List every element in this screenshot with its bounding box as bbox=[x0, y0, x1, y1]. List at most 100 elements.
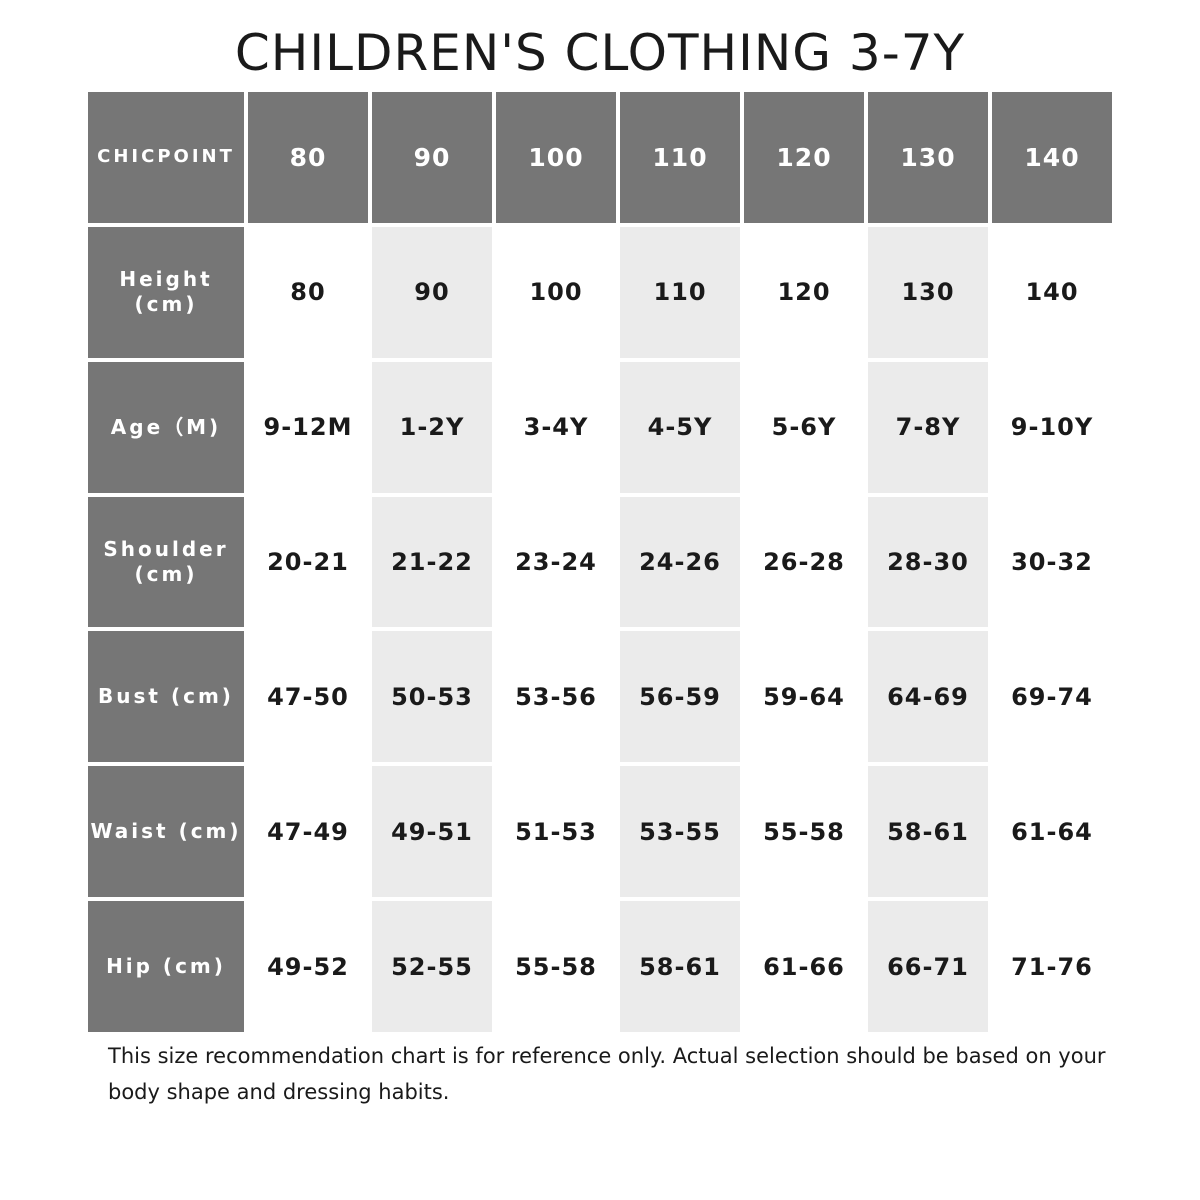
table-cell: 5-6Y bbox=[744, 361, 864, 493]
table-cell: 53-55 bbox=[620, 766, 740, 898]
row-header-0-text: Height (cm) bbox=[119, 267, 213, 317]
table-cell-text: 59-64 bbox=[763, 682, 845, 711]
table-cell-text: 100 bbox=[529, 278, 583, 307]
column-header-110-text: 110 bbox=[652, 142, 708, 172]
table-cell: 58-61 bbox=[620, 901, 740, 1032]
table-cell: 4-5Y bbox=[620, 361, 740, 493]
table-cell: 56-59 bbox=[620, 631, 740, 763]
table-cell: 21-22 bbox=[372, 496, 492, 628]
table-cell-text: 110 bbox=[653, 278, 707, 307]
table-cell-text: 47-50 bbox=[267, 682, 349, 711]
table-cell-text: 61-66 bbox=[763, 952, 845, 981]
row-header-5-text: Hip (cm) bbox=[106, 954, 226, 979]
table-cell-text: 58-61 bbox=[887, 817, 969, 846]
column-header-130-text: 130 bbox=[900, 142, 956, 172]
table-cell-text: 49-52 bbox=[267, 952, 349, 981]
table-cell: 58-61 bbox=[868, 766, 988, 898]
table-cell: 1-2Y bbox=[372, 361, 492, 493]
table-cell: 9-12M bbox=[248, 361, 368, 493]
table-cell: 61-66 bbox=[744, 901, 864, 1032]
table-cell: 120 bbox=[744, 226, 864, 358]
table-cell: 55-58 bbox=[744, 766, 864, 898]
table-cell: 55-58 bbox=[496, 901, 616, 1032]
column-header-140: 140 bbox=[992, 92, 1112, 223]
table-cell-text: 50-53 bbox=[391, 682, 473, 711]
disclaimer-text: This size recommendation chart is for re… bbox=[108, 1044, 1106, 1104]
table-cell-text: 5-6Y bbox=[771, 413, 837, 442]
table-cell: 24-26 bbox=[620, 496, 740, 628]
table-cell-text: 47-49 bbox=[267, 817, 349, 846]
table-cell-text: 130 bbox=[901, 278, 955, 307]
table-cell: 71-76 bbox=[992, 901, 1112, 1032]
table-cell-text: 53-56 bbox=[515, 682, 597, 711]
table-cell: 61-64 bbox=[992, 766, 1112, 898]
table-cell: 64-69 bbox=[868, 631, 988, 763]
column-header-130: 130 bbox=[868, 92, 988, 223]
table-cell: 52-55 bbox=[372, 901, 492, 1032]
table-cell: 130 bbox=[868, 226, 988, 358]
table-cell-text: 9-10Y bbox=[1010, 413, 1094, 442]
chart-title: CHILDREN'S CLOTHING 3-7Y bbox=[234, 24, 966, 82]
table-cell-text: 21-22 bbox=[391, 547, 473, 576]
table-cell-text: 120 bbox=[777, 278, 831, 307]
table-cell: 51-53 bbox=[496, 766, 616, 898]
table-cell: 3-4Y bbox=[496, 361, 616, 493]
column-header-120: 120 bbox=[744, 92, 864, 223]
table-cell-text: 53-55 bbox=[639, 817, 721, 846]
row-header-5: Hip (cm) bbox=[88, 901, 244, 1032]
row-header-3-text: Bust (cm) bbox=[98, 684, 234, 709]
table-cell-text: 24-26 bbox=[639, 547, 721, 576]
size-table: CHICPOINT 80 90 100 110 120 130 140 Height (cm) 8… bbox=[88, 92, 1112, 1032]
table-cell-text: 55-58 bbox=[515, 952, 597, 981]
row-header-2: Shoulder (cm) bbox=[88, 496, 244, 628]
table-cell-text: 55-58 bbox=[763, 817, 845, 846]
table-cell: 49-51 bbox=[372, 766, 492, 898]
table-cell: 9-10Y bbox=[992, 361, 1112, 493]
table-cell-text: 4-5Y bbox=[647, 413, 713, 442]
column-header-110: 110 bbox=[620, 92, 740, 223]
column-header-120-text: 120 bbox=[776, 142, 832, 172]
table-cell-text: 52-55 bbox=[391, 952, 473, 981]
table-cell: 90 bbox=[372, 226, 492, 358]
table-cell-text: 23-24 bbox=[515, 547, 597, 576]
column-header-90: 90 bbox=[372, 92, 492, 223]
row-header-1-text: Age（M) bbox=[110, 414, 222, 439]
table-cell-text: 58-61 bbox=[639, 952, 721, 981]
table-cell-text: 7-8Y bbox=[895, 413, 961, 442]
column-header-80-text: 80 bbox=[289, 142, 327, 172]
table-cell-text: 20-21 bbox=[267, 547, 349, 576]
table-cell: 30-32 bbox=[992, 496, 1112, 628]
corner-header: CHICPOINT bbox=[88, 92, 244, 223]
table-cell: 47-49 bbox=[248, 766, 368, 898]
column-header-140-text: 140 bbox=[1024, 142, 1080, 172]
column-header-100-text: 100 bbox=[528, 142, 584, 172]
table-cell: 20-21 bbox=[248, 496, 368, 628]
table-cell-text: 56-59 bbox=[639, 682, 721, 711]
column-header-90-text: 90 bbox=[413, 142, 451, 172]
table-cell: 47-50 bbox=[248, 631, 368, 763]
row-header-4: Waist (cm) bbox=[88, 766, 244, 898]
corner-header-text: CHICPOINT bbox=[97, 146, 235, 168]
table-cell: 59-64 bbox=[744, 631, 864, 763]
row-header-1: Age（M) bbox=[88, 361, 244, 493]
table-cell: 28-30 bbox=[868, 496, 988, 628]
table-cell: 69-74 bbox=[992, 631, 1112, 763]
table-cell: 23-24 bbox=[496, 496, 616, 628]
table-cell: 26-28 bbox=[744, 496, 864, 628]
column-header-100: 100 bbox=[496, 92, 616, 223]
row-header-2-text: Shoulder (cm) bbox=[103, 536, 229, 586]
table-cell-text: 140 bbox=[1025, 278, 1079, 307]
table-cell: 80 bbox=[248, 226, 368, 358]
table-cell-text: 71-76 bbox=[1011, 952, 1093, 981]
table-cell-text: 30-32 bbox=[1011, 547, 1093, 576]
table-cell-text: 90 bbox=[414, 278, 450, 307]
table-cell-text: 66-71 bbox=[887, 952, 969, 981]
table-cell-text: 28-30 bbox=[887, 547, 969, 576]
table-cell: 110 bbox=[620, 226, 740, 358]
table-cell: 7-8Y bbox=[868, 361, 988, 493]
table-cell-text: 69-74 bbox=[1011, 682, 1093, 711]
table-cell: 140 bbox=[992, 226, 1112, 358]
table-cell-text: 80 bbox=[290, 278, 326, 307]
table-cell-text: 64-69 bbox=[887, 682, 969, 711]
table-cell-text: 9-12M bbox=[263, 413, 353, 442]
